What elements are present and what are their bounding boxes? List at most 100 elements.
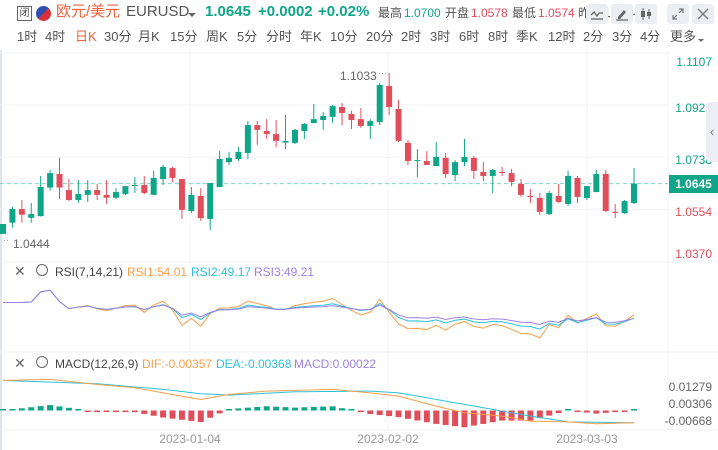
rsi-settings-icon[interactable] [36, 264, 48, 276]
candle-type-icon [641, 8, 651, 20]
candle-down [527, 196, 534, 198]
tab-4[interactable]: 月K [138, 29, 160, 44]
rsi2-line [3, 289, 635, 330]
candle-up [621, 201, 628, 213]
tab-0[interactable]: 1时 [17, 29, 38, 44]
tab-12[interactable]: 2时 [401, 29, 422, 44]
tab-3[interactable]: 30分 [104, 29, 132, 44]
macd-histogram-bar [169, 410, 176, 419]
macd-histogram-bar [9, 409, 16, 411]
rsi1-line [3, 289, 635, 339]
candle-up [433, 157, 440, 167]
tab-18[interactable]: 2分 [583, 29, 604, 44]
pair-name[interactable]: 欧元/美元 [56, 3, 121, 20]
macd-histogram-bar [574, 410, 581, 412]
macd-histogram-bar [593, 410, 600, 414]
macd-histogram-bar [470, 410, 477, 426]
macd-histogram-bar [160, 410, 167, 418]
candle-down [254, 125, 261, 130]
close-icon [697, 8, 709, 20]
candle-up [489, 170, 496, 176]
rsi-remove-icon[interactable]: ✕ [14, 263, 26, 279]
tab-17[interactable]: 12时 [548, 29, 576, 44]
tab-9[interactable]: 年K [300, 29, 322, 44]
candle-down [480, 171, 487, 176]
candle-type-button[interactable] [635, 4, 657, 24]
macd-histogram-bar [37, 406, 44, 411]
candle-up [37, 186, 44, 217]
macd-histogram-bar [386, 410, 393, 417]
candle-up [310, 119, 317, 124]
macd-histogram-bar [404, 410, 411, 419]
macd-histogram-bar [367, 410, 374, 414]
candle-up [84, 190, 91, 195]
rsi1-value: RSI1:54.01 [127, 265, 188, 279]
tab-6[interactable]: 周K [206, 29, 228, 44]
macd-histogram-bar [131, 410, 138, 413]
tab-15[interactable]: 8时 [488, 29, 509, 44]
macd-histogram-bar [602, 410, 609, 413]
candle-down [103, 194, 110, 198]
macd-histogram-bar [216, 410, 223, 414]
macd-histogram-bar [273, 406, 280, 411]
macd-histogram-bar [94, 410, 101, 412]
macd-settings-icon[interactable] [36, 356, 48, 368]
current-price-tag: 1.0645 [669, 175, 718, 193]
macd-histogram-bar [103, 410, 110, 412]
symbol-dropdown-caret-icon[interactable] [188, 13, 196, 17]
candle-down [178, 179, 185, 210]
tab-1[interactable]: 4时 [45, 29, 66, 44]
candles [0, 73, 637, 234]
candle-up [75, 194, 82, 200]
tab-16[interactable]: 季K [516, 29, 538, 44]
candle-up [9, 209, 16, 223]
y-axis-label: 1.0370 [675, 247, 712, 261]
macd-histogram-bar [423, 410, 430, 423]
candle-down [263, 131, 270, 135]
indicator-button[interactable] [586, 4, 608, 24]
candle-up [28, 214, 35, 218]
max-marker: ··· [378, 68, 387, 78]
tab-20[interactable]: 4分 [640, 29, 661, 44]
macd-histogram-bar [207, 410, 214, 418]
tab-7[interactable]: 5分 [237, 29, 258, 44]
candle-down [395, 108, 402, 141]
tab-21[interactable]: 更多 [670, 29, 697, 44]
tab-10[interactable]: 10分 [330, 29, 358, 44]
min-marker: ·· [3, 235, 9, 245]
tab-5[interactable]: 15分 [170, 29, 198, 44]
macd-histogram-bar [612, 410, 619, 413]
candle-up [301, 123, 308, 132]
draw-button[interactable] [611, 4, 633, 24]
price-change: +0.0002 [258, 3, 313, 20]
low-label: 最低 [512, 6, 537, 20]
candle-up [329, 106, 336, 117]
candle-up [0, 224, 6, 234]
tab-13[interactable]: 3时 [430, 29, 451, 44]
macd-histogram-bar [517, 410, 524, 421]
macd-lines [0, 378, 637, 428]
tab-14[interactable]: 6时 [459, 29, 480, 44]
candle-down [169, 168, 176, 178]
macd-histogram-bar [197, 410, 204, 423]
tab-11[interactable]: 20分 [366, 29, 394, 44]
macd-title: MACD(12,26,9) [55, 357, 139, 371]
collapse-panel-button[interactable]: ‹ [706, 102, 718, 162]
macd-histogram-bar [291, 407, 298, 411]
tab-8[interactable]: 分时 [266, 29, 293, 44]
macd-histogram-bar [178, 410, 185, 420]
tab-19[interactable]: 3分 [612, 29, 633, 44]
macd-remove-icon[interactable]: ✕ [14, 355, 26, 371]
macd-histogram-bar [75, 409, 82, 411]
macd-histogram-bar [47, 405, 54, 411]
fullscreen-button[interactable] [667, 4, 689, 24]
macd-histogram-bar [301, 407, 308, 411]
tab-2[interactable]: 日K [75, 29, 97, 44]
candle-up [452, 162, 459, 176]
symbol[interactable]: EURUSD [126, 3, 190, 20]
close-button[interactable] [692, 4, 714, 24]
flag-icon [36, 6, 51, 21]
macd-histogram-bar [150, 410, 157, 416]
candle-up [47, 173, 54, 188]
